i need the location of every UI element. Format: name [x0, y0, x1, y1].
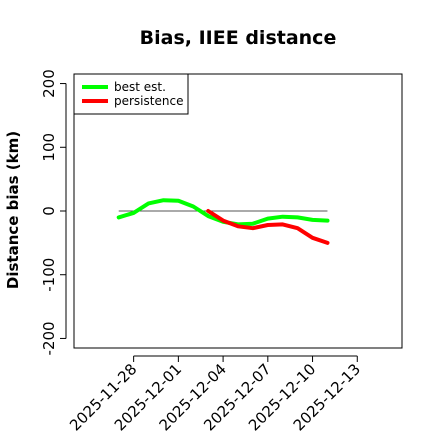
series-group	[116, 198, 330, 245]
y-axis: -200 -100 0 100 200	[40, 69, 67, 355]
plot-frame	[73, 73, 403, 349]
y-tick-label: -200	[40, 321, 58, 355]
legend-label: persistence	[114, 94, 183, 108]
y-tick-label: 100	[40, 133, 58, 162]
series-line-persistence	[206, 209, 330, 245]
chart-title: Bias, IIEE distance	[140, 27, 337, 49]
y-tick-label: -100	[40, 258, 58, 292]
y-axis-label: Distance bias (km)	[4, 131, 22, 289]
legend: best est.persistence	[73, 73, 189, 115]
x-axis: 2025-11-282025-12-012025-12-042025-12-07…	[66, 355, 364, 434]
legend-box	[73, 73, 189, 115]
y-tick-label: 200	[40, 69, 58, 98]
legend-label: best est.	[114, 80, 166, 94]
y-tick-label: 0	[40, 206, 58, 216]
